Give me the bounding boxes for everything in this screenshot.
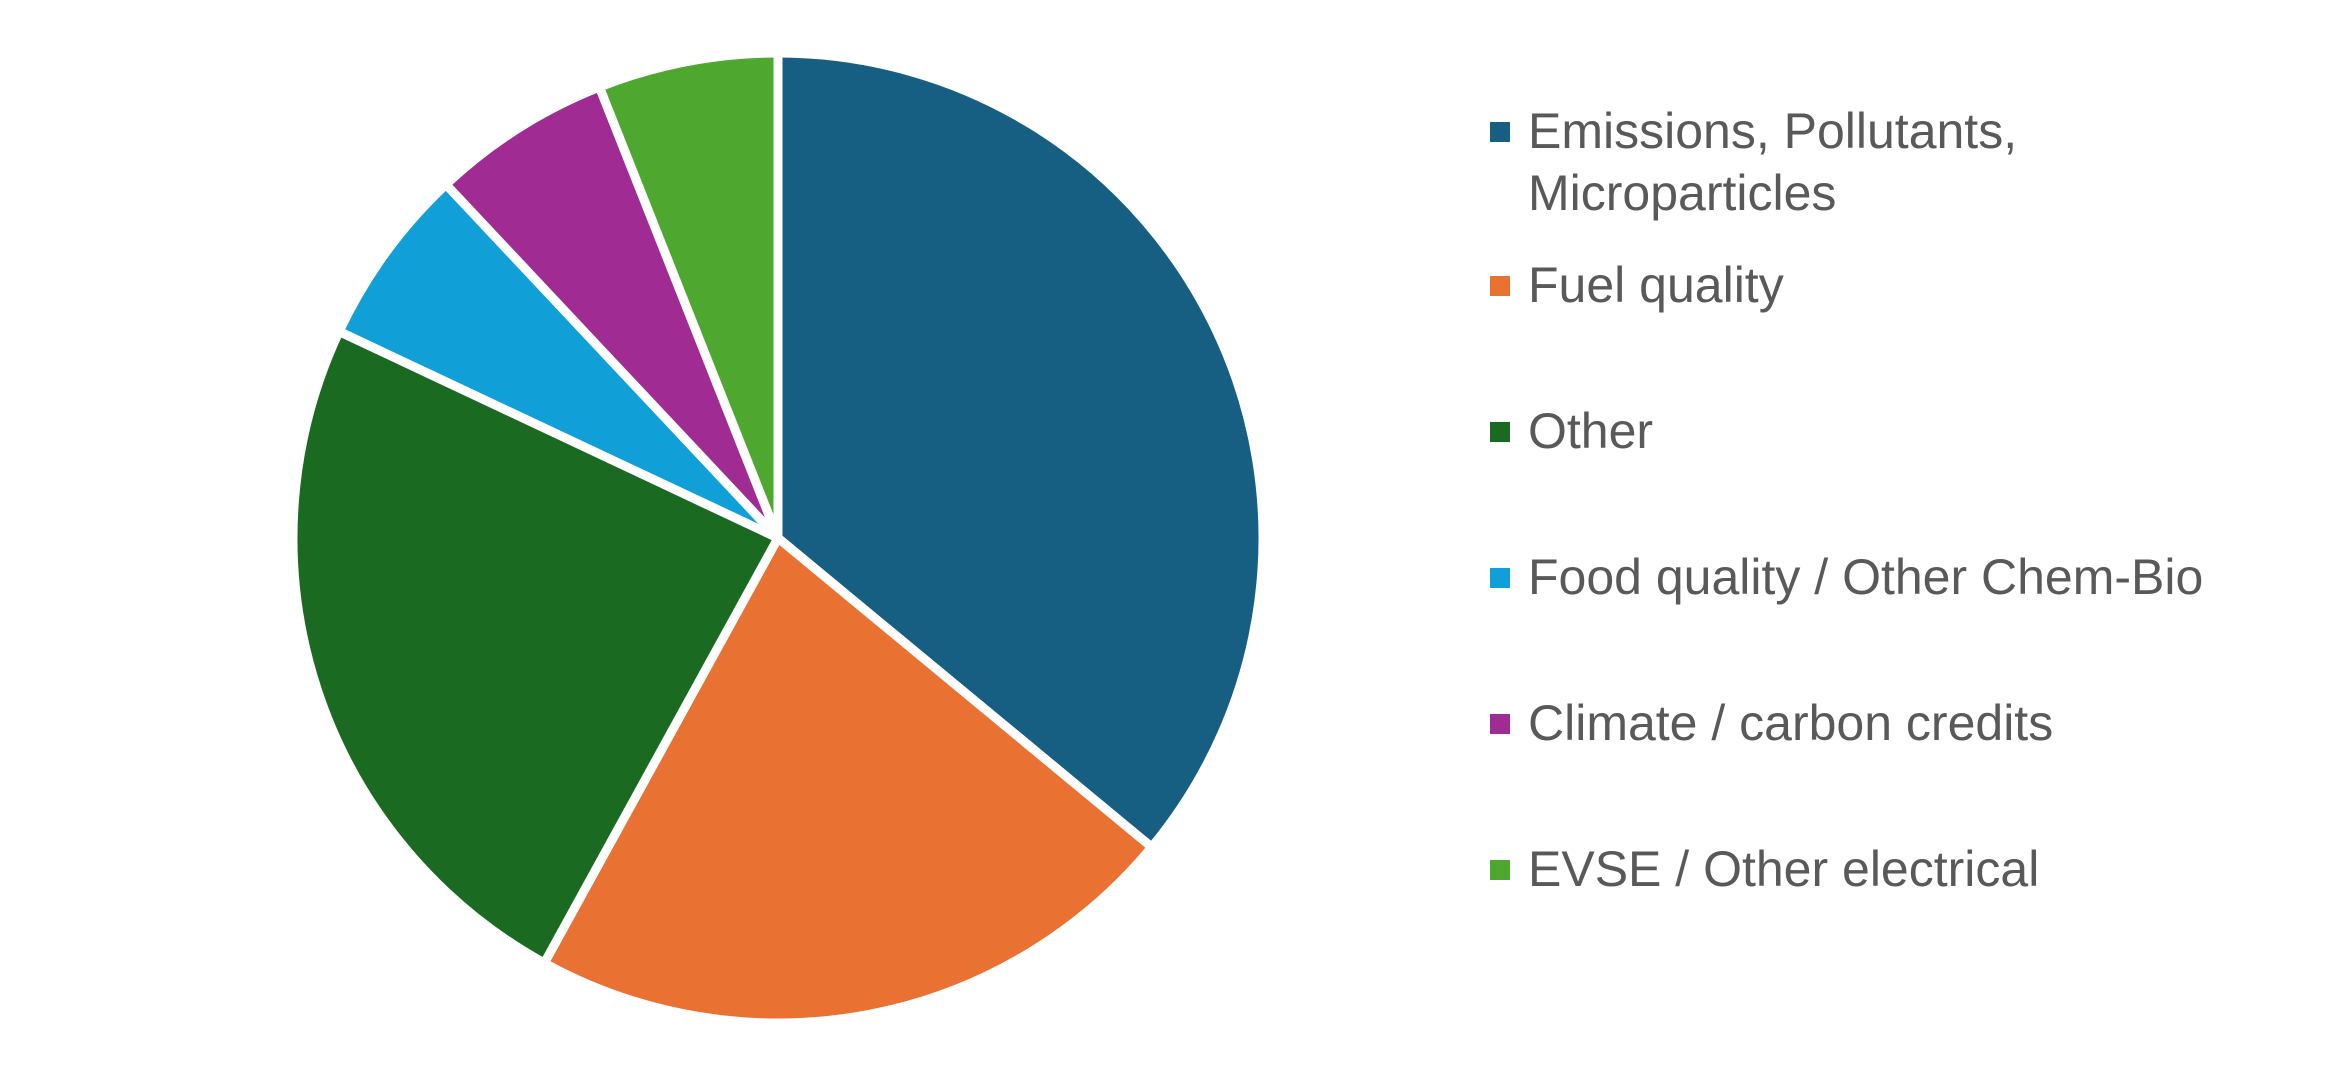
pie-slice-climate-carbon-credits	[441, 82, 783, 543]
chart-legend: Emissions, Pollutants, Microparticles Fu…	[1490, 100, 2310, 984]
legend-swatch	[1490, 860, 1510, 880]
legend-swatch	[1490, 276, 1510, 296]
legend-swatch	[1490, 714, 1510, 734]
pie-slice-evse-other-electrical	[594, 48, 783, 543]
legend-swatch	[1490, 122, 1510, 142]
legend-label: Emissions, Pollutants, Microparticles	[1528, 103, 2018, 221]
legend-item-food-quality: Food quality / Other Chem-Bio	[1490, 546, 2310, 608]
legend-item-climate: Climate / carbon credits	[1490, 692, 2310, 754]
pie-slices	[288, 48, 1268, 1028]
legend-label: Climate / carbon credits	[1528, 695, 2054, 751]
legend-item-evse: EVSE / Other electrical	[1490, 838, 2310, 900]
legend-swatch	[1490, 422, 1510, 442]
legend-label: EVSE / Other electrical	[1528, 841, 2040, 897]
legend-label: Fuel quality	[1528, 257, 1784, 313]
legend-label: Food quality / Other Chem-Bio	[1528, 549, 2204, 605]
pie-slice-other	[288, 326, 783, 968]
legend-item-other: Other	[1490, 400, 2310, 462]
pie-slice-food-quality-other-chem-bio	[334, 179, 783, 543]
legend-label: Other	[1528, 403, 1654, 459]
legend-item-fuel-quality: Fuel quality	[1490, 254, 2310, 316]
pie-slice-fuel-quality	[539, 533, 1157, 1028]
legend-swatch	[1490, 568, 1510, 588]
pie-slice-emissions-pollutants-microparticles	[773, 48, 1268, 852]
legend-item-emissions: Emissions, Pollutants, Microparticles	[1490, 100, 2310, 224]
